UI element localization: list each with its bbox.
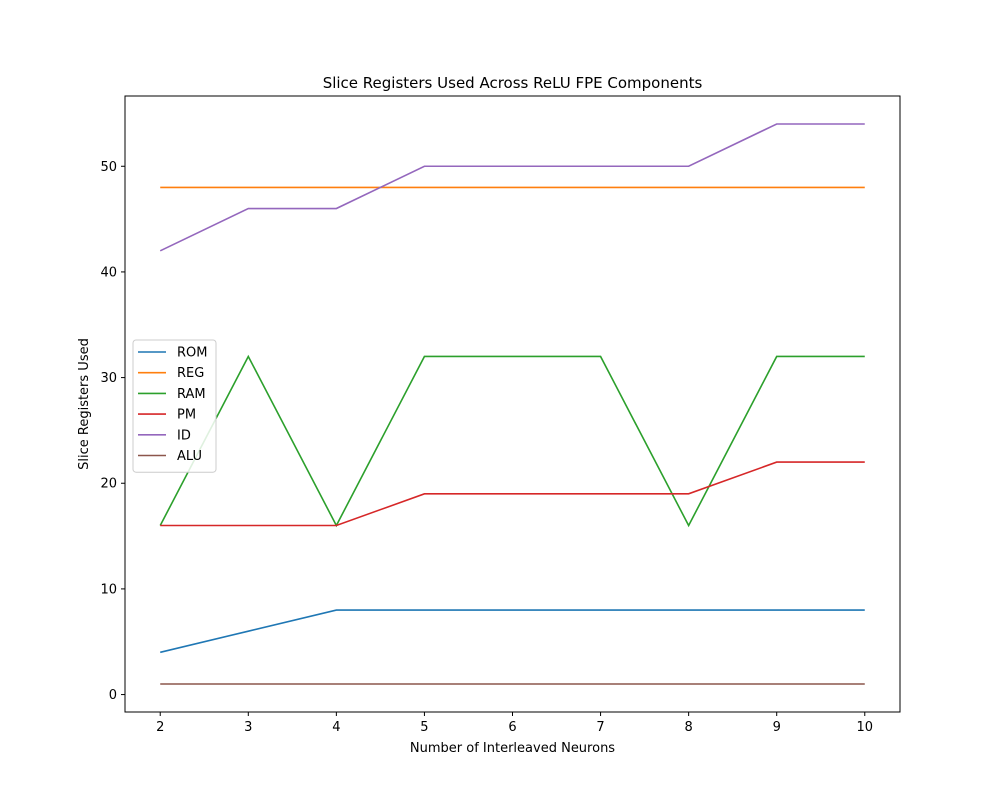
series-line-ram xyxy=(159,354,865,528)
legend-label-reg: REG xyxy=(177,366,204,381)
x-tick-label: 7 xyxy=(596,720,604,735)
legend-label-alu: ALU xyxy=(177,449,202,464)
x-tick-label: 10 xyxy=(856,720,873,735)
legend-label-ram: RAM xyxy=(177,387,206,402)
legend: ROM REG RAM PM ID ALU xyxy=(132,339,217,473)
x-tick-label: 5 xyxy=(420,720,428,735)
x-axis: 2 3 4 5 6 7 8 9 10 xyxy=(156,712,873,735)
x-tick-label: 3 xyxy=(244,720,252,735)
y-tick-label: 40 xyxy=(100,265,117,280)
series-line-rom xyxy=(160,609,865,654)
y-axis-label: Slice Registers Used xyxy=(77,338,92,470)
series-line-pm xyxy=(160,461,865,527)
y-tick-label: 50 xyxy=(100,160,117,175)
y-tick-label: 0 xyxy=(109,688,117,703)
x-axis-label: Number of Interleaved Neurons xyxy=(410,741,615,756)
plot-frame xyxy=(124,95,901,713)
legend-label-rom: ROM xyxy=(177,346,207,361)
series-layer xyxy=(159,123,865,685)
y-tick-label: 20 xyxy=(100,477,117,492)
y-axis: 0 10 20 30 40 50 xyxy=(100,160,125,703)
x-tick-label: 2 xyxy=(156,720,164,735)
chart-title: Slice Registers Used Across ReLU FPE Com… xyxy=(323,74,703,92)
y-tick-label: 10 xyxy=(100,582,117,597)
legend-label-id: ID xyxy=(177,428,191,443)
y-tick-label: 30 xyxy=(100,371,117,386)
x-tick-label: 6 xyxy=(508,720,516,735)
x-tick-label: 8 xyxy=(684,720,692,735)
x-tick-label: 9 xyxy=(773,720,781,735)
x-tick-label: 4 xyxy=(332,720,340,735)
legend-label-pm: PM xyxy=(177,408,196,423)
series-line-id xyxy=(159,123,865,252)
